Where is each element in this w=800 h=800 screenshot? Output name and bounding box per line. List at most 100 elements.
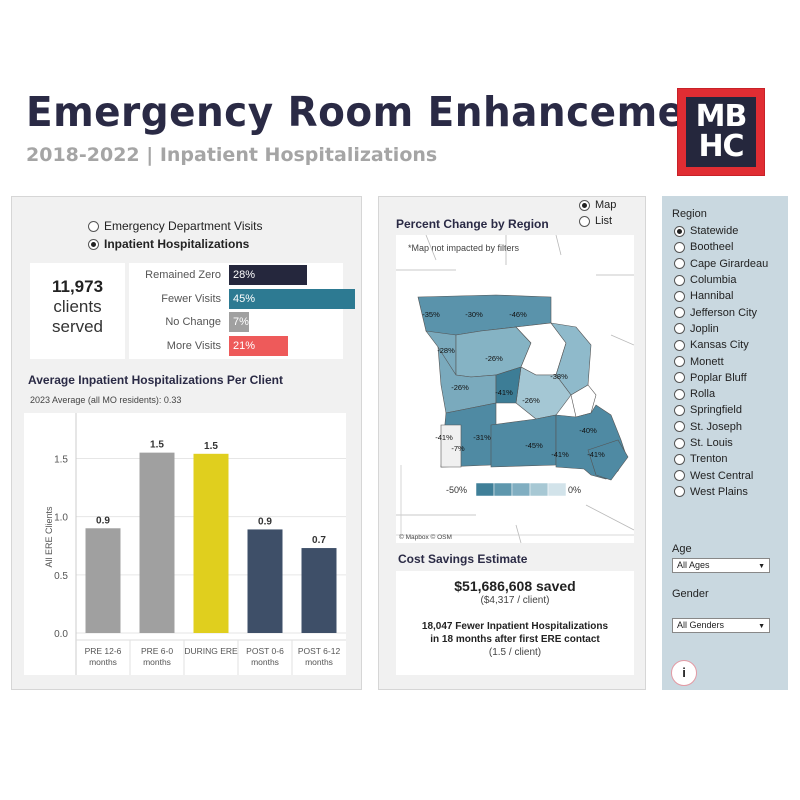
gender-select-value: All Genders [677,620,725,630]
region-option[interactable]: West Central [674,467,768,483]
radio-button-icon[interactable] [674,486,685,498]
missouri-map[interactable]: -35% -30% -46% -28% -26% -26% -38% -41% -26% -40%… [396,235,634,543]
bar-value-label: 1.5 [150,440,164,451]
region-option-label: West Plains [690,485,748,498]
region-option[interactable]: Poplar Bluff [674,370,768,386]
region-springfield[interactable] [490,414,557,468]
breakdown-bar[interactable]: 28% [229,265,308,285]
view-toggle: Map List [579,197,616,229]
middle-panel: Map List Percent Change by Region *Map no… [378,196,646,690]
bar[interactable] [301,548,337,633]
region-option[interactable]: Statewide [674,223,768,239]
clients-count: 11,973 [51,277,104,296]
region-option-label: St. Joseph [690,420,742,433]
radio-button-icon[interactable] [674,421,685,433]
radio-button-icon[interactable] [674,453,685,465]
region-option-label: St. Louis [690,437,733,449]
breakdown-bar[interactable]: 21% [229,335,288,356]
region-option-label: Columbia [690,274,737,287]
x-tick-label: months [305,657,333,667]
radio-button-icon[interactable] [579,215,590,227]
radio-button-icon[interactable] [674,323,685,335]
gender-select[interactable]: All Genders ▼ [672,618,770,633]
region-monett[interactable] [440,424,462,468]
region-jefferson[interactable] [495,366,522,404]
filter-panel: Region Statewide Bootheel Cape Girardeau Co… [662,196,788,690]
region-option[interactable]: Bootheel [674,239,768,255]
region-change-label: -45% [525,441,543,450]
savings-line-2: in 18 months after first ERE contact [430,634,600,645]
info-icon[interactable]: i [671,660,697,686]
region-option[interactable]: Monett [674,353,768,369]
legend-swatch [475,482,495,497]
region-option[interactable]: Jefferson City [674,304,768,320]
region-change-label: -41% [551,450,569,459]
measure-option-label: Emergency Department Visits [104,219,263,233]
region-option[interactable]: Joplin [674,321,768,337]
region-option[interactable]: Cape Girardeau [674,256,768,272]
region-rolla[interactable] [515,366,572,420]
radio-button-icon[interactable] [674,437,685,449]
radio-button-icon[interactable] [674,241,685,253]
region-change-label: -31% [473,433,491,442]
radio-button-icon[interactable] [674,258,685,270]
breakdown-bar[interactable]: 45% [229,288,355,309]
bar[interactable] [193,453,229,633]
region-change-label: -28% [437,346,455,355]
breakdown-row: Remained Zero 28% [129,265,308,285]
region-option[interactable]: Springfield [674,402,768,418]
radio-button-icon[interactable] [674,470,685,482]
radio-button-icon[interactable] [674,339,685,351]
mbhc-logo: MB HC [678,89,764,175]
x-tick-label: months [143,657,171,667]
region-option[interactable]: Kansas City [674,337,768,353]
region-option[interactable]: Trenton [674,451,768,467]
radio-button-icon[interactable] [674,388,685,400]
x-tick-label: DURING ERE [184,646,238,656]
view-option-label: Map [595,199,617,211]
region-option[interactable]: Hannibal [674,288,768,304]
bar[interactable] [139,452,175,633]
region-option[interactable]: Rolla [674,386,768,402]
view-option-label: List [595,215,613,227]
y-tick-label: 0.5 [54,571,68,582]
bar[interactable] [85,528,121,633]
measure-option[interactable]: Inpatient Hospitalizations [88,235,263,253]
age-select[interactable]: All Ages ▼ [672,558,770,573]
region-change-label: -41% [435,433,453,442]
y-tick-label: 1.5 [54,454,68,465]
x-tick-label: months [89,657,117,667]
region-change-label: -26% [451,383,469,392]
breakdown-label: Remained Zero [145,269,221,281]
region-option[interactable]: West Plains [674,484,768,500]
region-option[interactable]: Columbia [674,272,768,288]
bar-value-label: 0.7 [312,535,326,546]
legend-max: 0% [568,485,581,495]
region-option[interactable]: St. Louis [674,435,768,451]
radio-button-icon[interactable] [674,290,685,302]
map-note: *Map not impacted by filters [408,243,520,253]
view-option-list[interactable]: List [579,213,616,229]
radio-button-icon[interactable] [674,404,685,416]
bar[interactable] [247,529,283,633]
chevron-down-icon: ▼ [758,563,765,570]
radio-button-icon[interactable] [674,372,685,384]
region-no-data-2 [570,384,597,418]
breakdown-bar[interactable]: 7% [229,312,249,332]
radio-button-icon[interactable] [88,220,99,232]
measure-option[interactable]: Emergency Department Visits [88,217,263,235]
chart-note: 2023 Average (all MO residents): 0.33 [30,395,182,405]
radio-button-icon[interactable] [674,307,685,319]
radio-button-icon[interactable] [674,356,685,368]
region-change-label: -26% [485,354,503,363]
view-option-map[interactable]: Map [579,197,616,213]
radio-button-icon[interactable] [674,225,685,237]
chevron-down-icon: ▼ [758,623,765,630]
radio-button-icon[interactable] [674,274,685,286]
region-option[interactable]: St. Joseph [674,419,768,435]
radio-button-icon[interactable] [579,199,590,211]
radio-button-icon[interactable] [88,238,99,250]
region-bootheel[interactable] [587,439,629,481]
logo-bottom-text: HC [698,129,744,164]
